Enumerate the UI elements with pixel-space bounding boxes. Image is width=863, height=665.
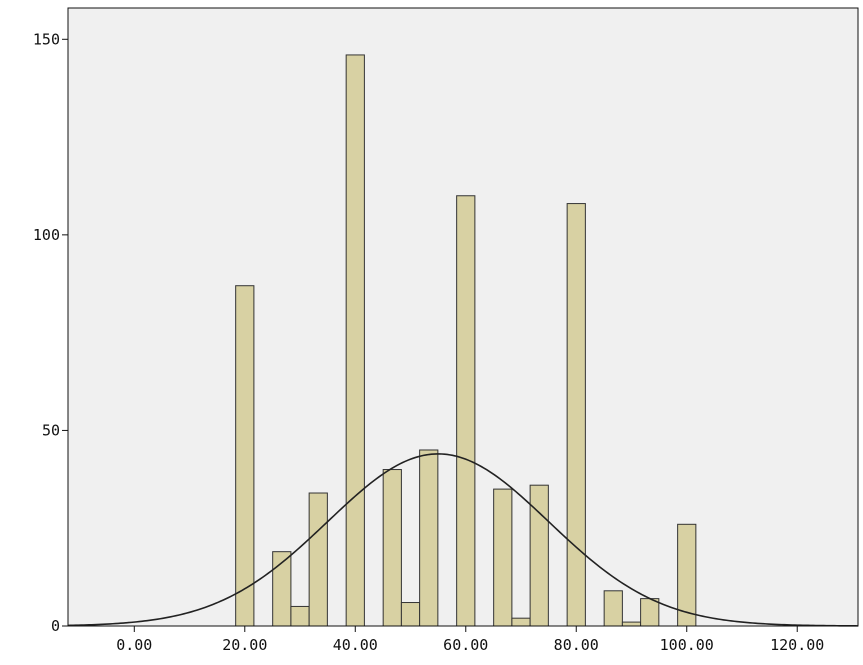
- bar-13: [603, 590, 623, 627]
- plot-frame: [67, 7, 859, 627]
- x-tick-label-3: 60.00: [443, 636, 488, 654]
- bar-2: [290, 605, 310, 627]
- y-tick-label-2: 100: [33, 226, 60, 244]
- bar-8: [456, 195, 476, 627]
- y-tick-label-0: 0: [51, 617, 60, 635]
- y-axis: 0 50 100 150: [33, 30, 68, 635]
- normal-curve: [67, 453, 859, 627]
- x-tick-label-4: 80.00: [554, 636, 599, 654]
- bar-15: [640, 598, 660, 627]
- y-tick-label-3: 150: [33, 30, 60, 48]
- y-tick-label-1: 50: [42, 421, 60, 439]
- bar-14: [621, 621, 642, 627]
- bar-5: [382, 469, 402, 627]
- bar-7: [419, 449, 439, 627]
- x-tick-label-5: 100.00: [660, 636, 714, 654]
- x-tick-label-2: 40.00: [333, 636, 378, 654]
- bars-group: [235, 54, 697, 627]
- x-axis: 0.00 20.00 40.00 60.00 80.00 100.00 120.00: [116, 626, 824, 654]
- bar-3: [308, 492, 328, 627]
- x-tick-label-6: 120.00: [770, 636, 824, 654]
- bar-6: [400, 602, 421, 627]
- bar-12: [566, 203, 586, 627]
- bar-9: [493, 488, 513, 627]
- bar-10: [511, 617, 531, 627]
- bar-0: [235, 285, 255, 627]
- x-tick-label-1: 20.00: [222, 636, 267, 654]
- bar-4: [345, 54, 365, 627]
- x-tick-label-0: 0.00: [116, 636, 152, 654]
